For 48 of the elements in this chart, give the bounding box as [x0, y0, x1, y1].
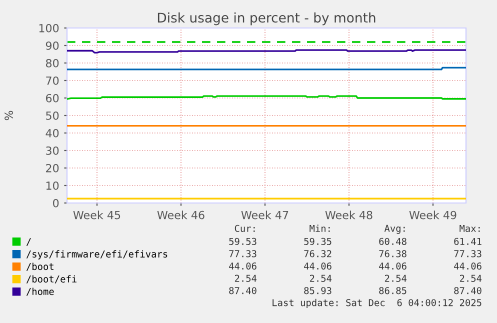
y-tick-label: 10	[46, 181, 59, 190]
text: 2.54	[384, 274, 407, 282]
y-tick-label: 40	[46, 128, 59, 138]
text: 85.93	[304, 287, 332, 294]
text: 77.33	[229, 250, 256, 258]
x-tick-label: Week 48	[325, 210, 372, 220]
text: Avg:	[384, 224, 405, 234]
text: Min:	[310, 224, 330, 232]
y-tick-label: 100	[39, 24, 59, 32]
text: 44.06	[304, 262, 332, 270]
text: 61.41	[454, 238, 482, 245]
legend-label: /boot	[26, 262, 54, 271]
text: 2.54	[460, 274, 482, 282]
text: 87.40	[454, 287, 482, 294]
text: Max:	[460, 224, 480, 232]
x-tick-label: Week 46	[157, 210, 204, 220]
text: 2.54	[234, 274, 257, 282]
x-tick-label: Week 45	[73, 210, 120, 220]
y-tick-label: 90	[46, 41, 59, 50]
y-tick-label: 20	[46, 164, 59, 172]
y-tick-label: 60	[46, 94, 59, 102]
text: Cur:	[234, 224, 255, 232]
chart-title: Disk usage in percent - by month	[158, 12, 376, 26]
text: 59.53	[229, 238, 256, 245]
text: 59.35	[304, 238, 332, 245]
text: 86.85	[379, 287, 406, 294]
legend-label: /home	[26, 288, 54, 296]
y-tick-label: 30	[46, 146, 59, 155]
legend-label: /boot/efi	[26, 275, 76, 284]
text: Last update: Sat Dec 6 04:00:12 2025	[272, 298, 482, 308]
text: 76.32	[304, 250, 332, 258]
x-tick-label: Week 47	[241, 210, 288, 220]
y-tick-label: 0	[53, 198, 59, 208]
text: 77.33	[454, 250, 482, 258]
y-tick-label: 70	[46, 76, 59, 85]
legend-label: /	[26, 238, 31, 246]
x-tick-label: Week 49	[409, 210, 456, 220]
y-axis-title: %	[4, 110, 13, 120]
text: 44.06	[454, 262, 482, 270]
text: 76.38	[379, 250, 406, 258]
y-tick-label: 50	[46, 111, 59, 120]
text: 2.54	[310, 274, 332, 282]
text: 87.40	[229, 287, 256, 294]
y-tick-label: 80	[46, 58, 59, 68]
text: 44.06	[379, 262, 406, 270]
legend-label: /sys/firmware/efi/efivars	[26, 250, 168, 260]
text: 44.06	[229, 262, 256, 270]
text: 60.48	[379, 238, 406, 245]
